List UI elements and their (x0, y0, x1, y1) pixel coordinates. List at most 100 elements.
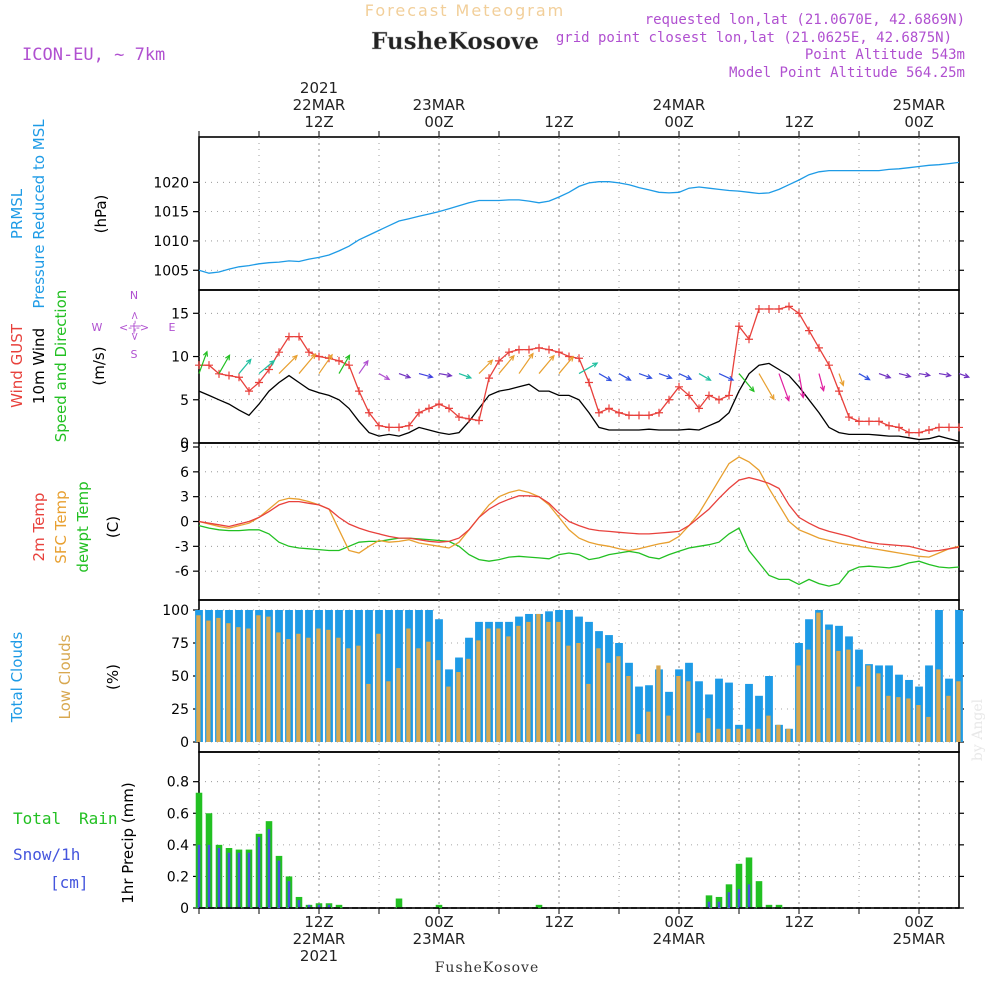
ytick-label: 1010 (153, 234, 189, 250)
gust-marker (785, 302, 793, 311)
low-cloud-bar (736, 728, 741, 742)
low-cloud-bar (616, 656, 621, 742)
time-label-bottom: 25MAR (893, 930, 946, 948)
low-cloud-bar (456, 672, 461, 742)
wind-arrow-shaft (858, 373, 870, 381)
low-cloud-bar (416, 648, 421, 742)
wind-arrow-shaft (438, 372, 452, 377)
wind-arrow-head (686, 374, 693, 380)
wind-arrow (298, 353, 317, 374)
ytick-label: 3 (180, 490, 189, 506)
wind-arrow-shaft (918, 372, 930, 377)
compass-n: N (130, 289, 138, 302)
wind-arrow-head (446, 372, 453, 378)
wind-arrow (538, 354, 555, 374)
ytick-label: 6 (180, 465, 189, 481)
ytick-label: -3 (175, 539, 189, 555)
wind-arrow (458, 372, 473, 379)
low-cloud-bar (636, 734, 641, 742)
wind-arrow (378, 373, 391, 381)
wind-arrow (238, 358, 252, 374)
total-cloud-bar (385, 610, 393, 742)
wind-arrow-shaft (338, 355, 351, 374)
watermark-title: Forecast Meteogram (365, 1, 565, 20)
wind-arrow-shaft (498, 355, 515, 374)
low-cloud-bar (586, 683, 591, 742)
wind-gust-line (199, 305, 959, 434)
wind-arrow-shaft (198, 351, 208, 374)
wind-arrow-shaft (638, 372, 652, 379)
wind-arrow-shaft (358, 360, 369, 374)
low-cloud-bar (566, 645, 571, 742)
ytick-label: 25 (171, 702, 189, 718)
ytick-label: 1005 (153, 263, 189, 279)
total-cloud-bar (765, 676, 773, 742)
snow-bar (207, 844, 211, 908)
low-cloud-bar (226, 623, 231, 742)
time-label-bottom: 12Z (784, 913, 813, 931)
gust-marker (885, 421, 893, 430)
wind-arrow-shaft (798, 373, 804, 398)
low-cloud-bar (396, 668, 401, 742)
rain-bar (435, 904, 443, 908)
low-cloud-bar (316, 628, 321, 742)
gust-marker (445, 404, 453, 413)
low-cloud-bar (906, 698, 911, 742)
gust-marker (915, 428, 923, 437)
gust-marker (855, 417, 863, 426)
gust-marker (895, 423, 903, 432)
snow-bar (247, 852, 251, 908)
gust-marker (655, 408, 663, 417)
panel-frame (198, 751, 960, 909)
ytick-label: 0 (180, 901, 189, 917)
snow-bar (747, 884, 751, 908)
total-cloud-bar (755, 695, 763, 742)
low-cloud-bar (446, 686, 451, 742)
time-label-bottom: 00Z (904, 913, 933, 931)
gust-marker (205, 361, 213, 370)
wind-arrow-head (646, 374, 653, 380)
ytick-label: 100 (162, 603, 189, 619)
wind-arrow (658, 372, 673, 380)
wind-arrow (518, 352, 534, 374)
time-label-top: 2021 (300, 79, 338, 97)
snow-bar (307, 904, 311, 908)
model-label: ICON-EU, ~ 7km (22, 45, 165, 65)
pressure-unit: (hPa) (92, 195, 110, 234)
gust-marker (405, 421, 413, 430)
gust-marker (295, 332, 303, 341)
wind-arrow (598, 373, 613, 382)
gust-marker (455, 413, 463, 422)
gust-marker (275, 348, 283, 357)
gust-marker (615, 408, 623, 417)
low-cloud-bar (466, 658, 471, 742)
clouds-unit: (%) (104, 664, 122, 690)
low-cloud-bar (866, 665, 871, 742)
wind-arrow-head (327, 353, 333, 360)
snow-bar (267, 829, 271, 908)
gust-marker (605, 404, 613, 413)
gust-marker (805, 326, 813, 335)
low-cloud-bar (366, 683, 371, 742)
wind-arrow (338, 354, 351, 374)
wind-arrow-shaft (558, 356, 574, 374)
wind-arrow (878, 372, 892, 379)
low-cloud-bar (286, 639, 291, 742)
temperature-axis-label: SFC Temp (52, 490, 70, 563)
wind-label: 10m Wind (30, 328, 48, 404)
wind-arrow-head (269, 359, 276, 366)
wind-arrow (758, 373, 775, 401)
low-cloud-bar (926, 716, 931, 742)
wind-arrow-shaft (678, 373, 692, 380)
low-cloud-bar (336, 637, 341, 742)
time-label-bottom: 00Z (664, 913, 693, 931)
gust-marker (315, 352, 323, 361)
wind-arrow (778, 373, 790, 402)
gust-marker (215, 369, 223, 378)
wind-arrow (638, 372, 653, 380)
gust-marker (335, 356, 343, 365)
low-cloud-bar (666, 715, 671, 742)
ytick-label: 0.6 (167, 806, 189, 822)
low-cloud-bar (206, 620, 211, 742)
